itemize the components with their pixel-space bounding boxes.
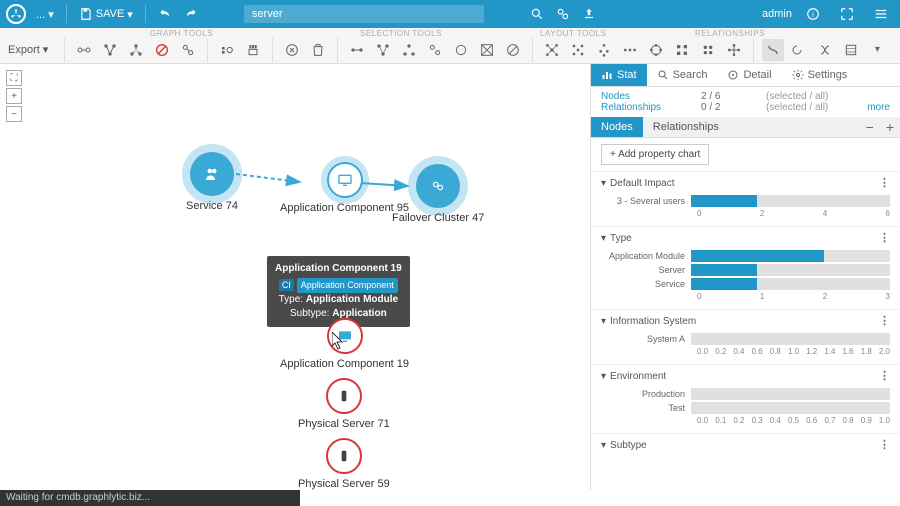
panel-summary: Nodes2 / 6 (selected / all) Relationship… (591, 87, 900, 117)
rel-tool-dd[interactable]: ▾ (866, 39, 888, 61)
zoom-out-icon[interactable]: − (6, 106, 22, 122)
graph-tool-4[interactable] (151, 39, 173, 61)
tab-stat[interactable]: Stat (591, 64, 647, 86)
sel-tool-7[interactable] (502, 39, 524, 61)
graph-tool-3[interactable] (125, 39, 147, 61)
fit-icon[interactable]: ⛶ (6, 70, 22, 86)
lay-tool-6[interactable] (671, 39, 693, 61)
group-label-graph: GRAPH TOOLS (150, 29, 213, 38)
lay-tool-2[interactable] (567, 39, 589, 61)
lay-tool-5[interactable] (645, 39, 667, 61)
graph-tool-1[interactable] (73, 39, 95, 61)
status-bar: Waiting for cmdb.graphlytic.biz... (0, 490, 300, 506)
search-submit-icon[interactable] (524, 5, 550, 23)
right-panel: Stat Search Detail Settings Nodes2 / 6 (… (590, 64, 900, 490)
app-logo[interactable] (6, 4, 26, 24)
chart-env: ▾ Environment⋮ProductionTest0.00.10.20.3… (591, 364, 900, 433)
trash-icon[interactable] (307, 39, 329, 61)
redo-button[interactable] (178, 5, 204, 23)
lay-tool-1[interactable] (541, 39, 563, 61)
circle-x-icon[interactable] (281, 39, 303, 61)
chart-subtype: ▾ Subtype⋮ (591, 433, 900, 463)
add-property-chart-button[interactable]: + Add property chart (601, 144, 709, 165)
toolbar: GRAPH TOOLS SELECTION TOOLS LAYOUT TOOLS… (0, 28, 900, 64)
graph-canvas[interactable]: ⛶ + − Service 74 Application Component 9… (0, 64, 590, 490)
top-bar: ... ▾ SAVE ▾ admin i (0, 0, 900, 28)
node-failover-47[interactable]: Failover Cluster 47 (392, 164, 484, 224)
main-area: ⛶ + − Service 74 Application Component 9… (0, 64, 900, 490)
tab-search[interactable]: Search (647, 64, 718, 86)
rel-tool-3[interactable] (814, 39, 836, 61)
group-label-selection: SELECTION TOOLS (360, 29, 442, 38)
save-label: SAVE (96, 8, 125, 20)
undo-button[interactable] (152, 5, 178, 23)
lay-tool-3[interactable] (593, 39, 615, 61)
view-button[interactable]: View ▾ (892, 39, 900, 60)
search-input[interactable] (244, 5, 484, 23)
sel-tool-1[interactable] (346, 39, 368, 61)
menu-icon[interactable] (868, 5, 894, 23)
svg-text:i: i (812, 10, 814, 19)
chart-impact: ▾ Default Impact⋮3 - Several users0246 (591, 171, 900, 226)
help-icon[interactable]: i (800, 5, 826, 23)
zoom-in-icon[interactable]: + (6, 88, 22, 104)
chart-menu-icon[interactable]: ⋮ (879, 314, 890, 327)
chart-infosys: ▾ Information System⋮System A0.00.20.40.… (591, 309, 900, 364)
upload-icon[interactable] (576, 5, 602, 23)
export-button[interactable]: Export ▾ (0, 39, 56, 60)
node-tooltip: Application Component 19 CI Application … (267, 256, 410, 327)
lay-tool-4[interactable] (619, 39, 641, 61)
lay-tool-7[interactable] (697, 39, 719, 61)
sel-tool-5[interactable] (450, 39, 472, 61)
chart-menu-icon[interactable]: ⋮ (879, 176, 890, 189)
tab-detail[interactable]: Detail (717, 64, 781, 86)
user-label[interactable]: admin (762, 8, 792, 20)
chart-menu-icon[interactable]: ⋮ (879, 438, 890, 451)
save-button[interactable]: SAVE ▾ (73, 5, 139, 23)
tab-settings[interactable]: Settings (782, 64, 858, 86)
rel-tool-4[interactable] (840, 39, 862, 61)
sel-tool-4[interactable] (424, 39, 446, 61)
rel-tool-1[interactable] (762, 39, 784, 61)
sel-tool-6[interactable] (476, 39, 498, 61)
collapse-icon[interactable]: − (860, 117, 880, 137)
graph-tool-6[interactable] (216, 39, 238, 61)
graph-tool-5[interactable] (177, 39, 199, 61)
node-phys-71[interactable]: Physical Server 71 (298, 378, 390, 430)
chart-menu-icon[interactable]: ⋮ (879, 369, 890, 382)
more-link[interactable]: more (867, 102, 890, 113)
graph-tool-2[interactable] (99, 39, 121, 61)
sel-tool-3[interactable] (398, 39, 420, 61)
gears-icon[interactable] (550, 5, 576, 23)
group-label-rel: RELATIONSHIPS (695, 29, 765, 38)
node-appcomp-95[interactable]: Application Component 95 (280, 162, 409, 214)
group-label-layout: LAYOUT TOOLS (540, 29, 606, 38)
node-service-74[interactable]: Service 74 (186, 152, 238, 212)
subtab-nodes[interactable]: Nodes (591, 117, 643, 137)
chart-menu-icon[interactable]: ⋮ (879, 231, 890, 244)
chart-type: ▾ Type⋮Application ModuleServerService01… (591, 226, 900, 309)
app-menu-dropdown[interactable]: ... ▾ (30, 6, 60, 23)
rel-tool-2[interactable] (788, 39, 810, 61)
expand-icon[interactable]: + (880, 117, 900, 137)
node-phys-59[interactable]: Physical Server 59 (298, 438, 390, 490)
subtab-rels[interactable]: Relationships (643, 117, 729, 137)
lay-tool-8[interactable] (723, 39, 745, 61)
sel-tool-2[interactable] (372, 39, 394, 61)
fullscreen-icon[interactable] (834, 5, 860, 23)
graph-tool-7[interactable] (242, 39, 264, 61)
